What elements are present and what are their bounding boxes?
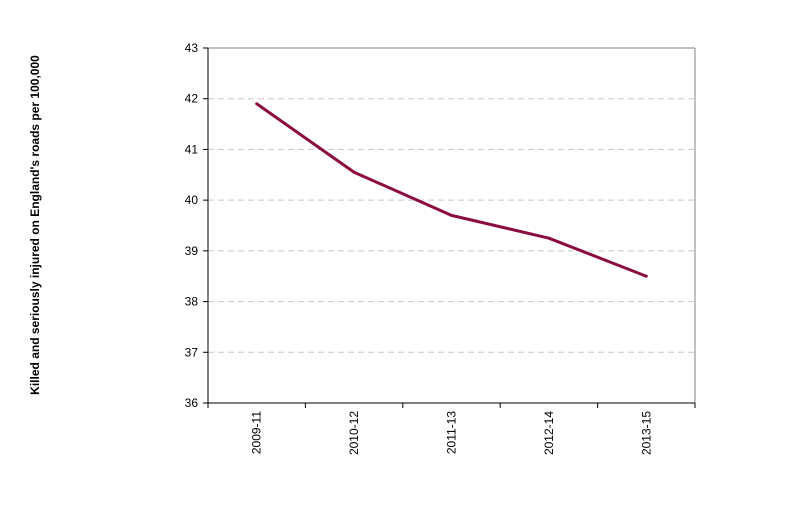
series-line	[255, 102, 647, 278]
y-tick-label: 37	[185, 345, 199, 359]
y-axis-ticks: 36 37 38 39 40 41 42 43	[185, 41, 208, 410]
y-tick-label: 38	[185, 295, 199, 309]
y-tick-label: 43	[185, 41, 199, 55]
data-point	[644, 274, 648, 278]
x-tick-label: 2009-11	[250, 411, 264, 454]
series-group	[255, 102, 648, 278]
data-point	[547, 236, 551, 240]
y-tick-label: 42	[185, 92, 199, 106]
x-axis-ticks: 2009-11 2010-12 2011-13 2012-14 2013-15	[207, 403, 696, 455]
plot-frame	[207, 47, 696, 404]
y-tick-label: 36	[185, 396, 199, 410]
data-point	[255, 102, 259, 106]
gridlines	[208, 47, 695, 353]
y-tick-label: 40	[185, 193, 199, 207]
y-axis-title: Killed and seriously injured on England'…	[28, 55, 42, 395]
x-tick-label: 2013-15	[639, 411, 653, 455]
x-tick-label: 2010-12	[347, 411, 361, 455]
data-point	[352, 170, 356, 174]
x-tick-label: 2012-14	[542, 411, 556, 455]
x-tick-label: 2011-13	[445, 411, 459, 454]
y-tick-label: 41	[185, 142, 199, 156]
y-tick-label: 39	[185, 244, 199, 258]
data-point	[450, 213, 453, 217]
